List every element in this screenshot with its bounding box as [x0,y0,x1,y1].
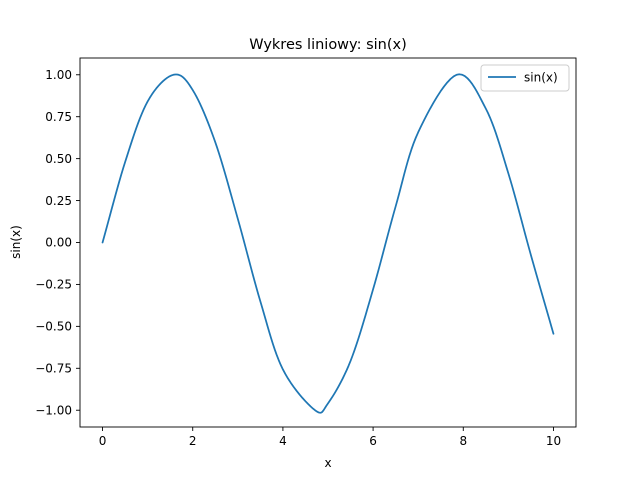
x-axis-ticks: 0 2 4 6 8 10 [99,427,561,448]
chart-title: Wykres liniowy: sin(x) [249,37,406,53]
y-tick-label: −1.00 [35,403,72,417]
x-tick-label: 4 [279,434,287,448]
x-tick-label: 10 [546,434,561,448]
x-tick-label: 2 [189,434,197,448]
legend-entry-sin: sin(x) [524,71,558,85]
x-axis-label: x [324,456,331,470]
y-tick-label: −0.25 [35,278,72,292]
y-tick-label: 0.00 [45,236,72,250]
y-tick-label: 0.50 [45,152,72,166]
x-tick-label: 0 [99,434,107,448]
legend: sin(x) [480,64,570,92]
y-tick-label: 0.75 [45,110,72,124]
y-tick-label: −0.50 [35,320,72,334]
y-tick-label: 1.00 [45,68,72,82]
y-tick-label: 0.25 [45,194,72,208]
x-tick-label: 6 [369,434,377,448]
y-tick-label: −0.75 [35,361,72,375]
x-tick-label: 8 [459,434,467,448]
y-axis-ticks: −1.00 −0.75 −0.50 −0.25 0.00 0.25 0.50 0.75 1.00 [35,68,80,417]
series-line-sin [101,73,555,414]
y-axis-label: sin(x) [9,225,23,259]
legend-box [480,64,570,92]
